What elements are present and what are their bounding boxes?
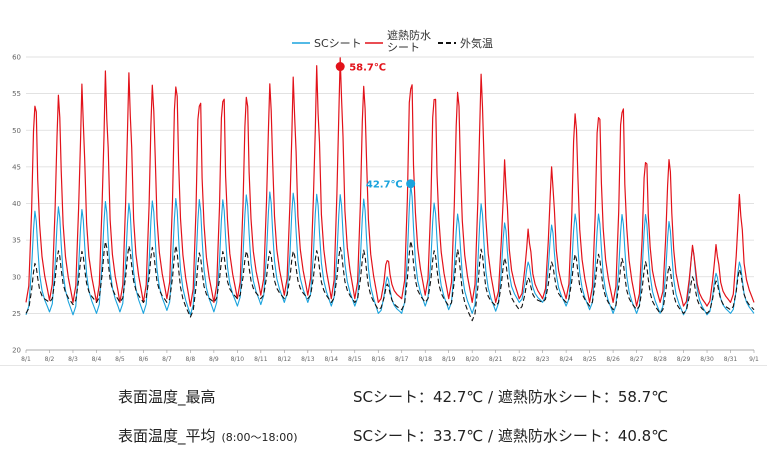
y-tick-label: 35	[12, 237, 21, 245]
x-tick-label: 8/14	[325, 356, 339, 363]
x-tick-label: 8/11	[254, 356, 268, 363]
series-line-2	[25, 57, 755, 307]
summary-row-average: 表面温度_平均 (8:00〜18:00) SCシート：33.7℃ / 遮熱防水シー…	[0, 425, 767, 451]
summary-label-max: 表面温度_最高	[118, 388, 216, 406]
x-tick-label: 8/3	[68, 356, 78, 363]
x-tick-label: 8/26	[606, 356, 620, 363]
y-tick-label: 30	[12, 273, 21, 281]
x-tick-label: 8/28	[653, 356, 667, 363]
x-tick-label: 8/10	[231, 356, 245, 363]
x-tick-label: 8/2	[45, 356, 55, 363]
legend-label: SCシート	[314, 37, 362, 50]
x-tick-label: 8/7	[162, 356, 172, 363]
legend-label: 外気温	[460, 36, 493, 50]
x-tick-label: 8/21	[489, 356, 503, 363]
y-tick-label: 20	[12, 347, 21, 355]
annotation-marker	[335, 62, 345, 72]
x-tick-label: 8/30	[700, 356, 714, 363]
x-tick-label: 8/8	[186, 356, 196, 363]
x-tick-label: 8/15	[348, 356, 362, 363]
x-tick-label: 8/16	[372, 356, 386, 363]
x-tick-label: 8/4	[92, 356, 102, 363]
x-tick-label: 8/13	[301, 356, 315, 363]
y-tick-label: 45	[12, 163, 21, 171]
x-tick-label: 9/1	[749, 356, 759, 363]
temperature-line-chart: 20 25 30 35 40 45 50 55 60 8/1 8/2 8/3 8/4 8/5 8/6 8/7 8…	[12, 28, 759, 363]
legend-label: 遮熱防水シート	[387, 28, 431, 54]
y-tick-label: 55	[12, 90, 21, 98]
annotation-marker	[406, 179, 416, 189]
y-tick-label: 60	[12, 54, 21, 62]
y-tick-label: 50	[12, 127, 21, 135]
summary-label-average: 表面温度_平均 (8:00〜18:00)	[118, 427, 298, 445]
x-tick-label: 8/1	[21, 356, 31, 363]
x-tick-label: 8/17	[395, 356, 409, 363]
x-tick-label: 8/31	[724, 356, 738, 363]
summary-row-max: 表面温度_最高 SCシート：42.7℃ / 遮熱防水シート：58.7℃	[0, 386, 767, 412]
series-line-1	[25, 184, 755, 316]
x-tick-label: 8/29	[677, 356, 691, 363]
x-tick-label: 8/24	[559, 356, 573, 363]
x-tick-label: 8/6	[139, 356, 149, 363]
summary-value-max: SCシート：42.7℃ / 遮熱防水シート：58.7℃	[353, 388, 669, 406]
summary-value-average: SCシート：33.7℃ / 遮熱防水シート：40.8℃	[353, 427, 669, 445]
x-tick-label: 8/25	[583, 356, 597, 363]
x-tick-label: 8/22	[512, 356, 526, 363]
x-tick-label: 8/20	[465, 356, 479, 363]
y-tick-label: 40	[12, 200, 21, 208]
x-tick-label: 8/5	[115, 356, 125, 363]
x-tick-label: 8/19	[442, 356, 456, 363]
annotation-label: 42.7℃	[366, 180, 403, 191]
x-tick-label: 8/27	[630, 356, 644, 363]
chart-panel: 20 25 30 35 40 45 50 55 60 8/1 8/2 8/3 8/4 8/5 8/6 8/7 8…	[0, 28, 767, 366]
x-tick-label: 8/12	[278, 356, 292, 363]
x-tick-label: 8/9	[209, 356, 219, 363]
series-line-3	[25, 240, 755, 322]
annotation-label: 58.7℃	[349, 63, 386, 74]
x-tick-label: 8/18	[418, 356, 432, 363]
x-tick-label: 8/23	[536, 356, 550, 363]
y-tick-label: 25	[12, 310, 21, 318]
